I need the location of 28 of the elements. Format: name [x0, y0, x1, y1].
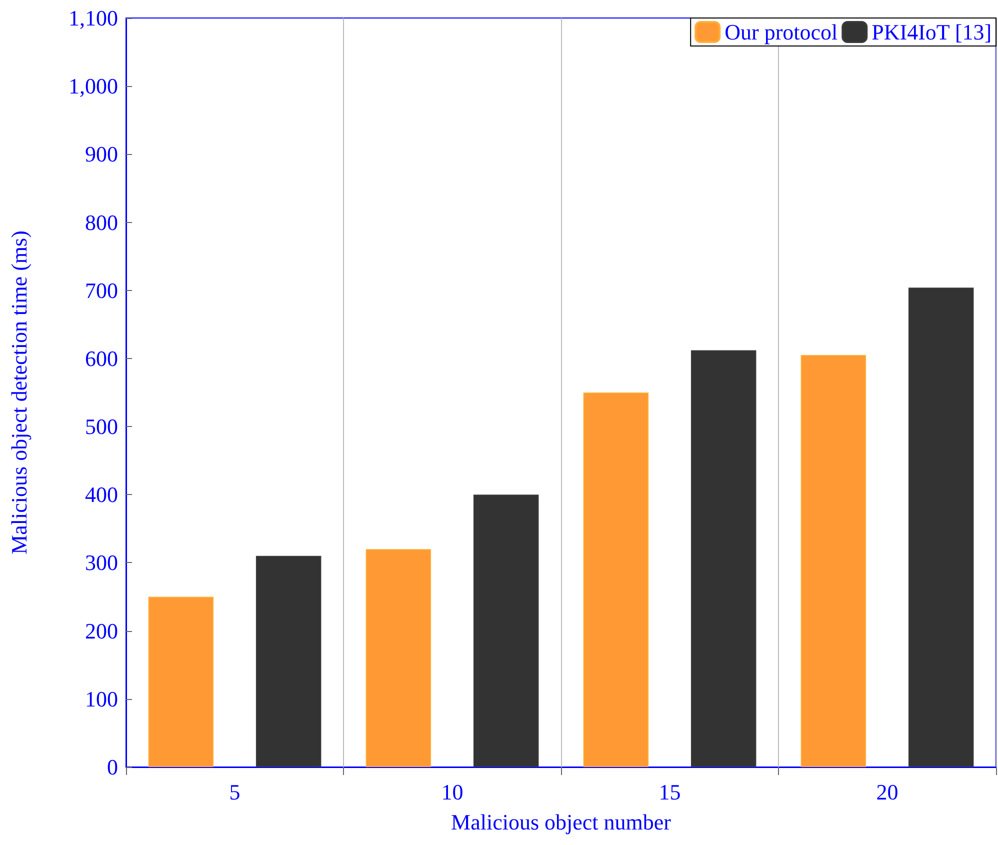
y-tick-label: 0 — [107, 754, 118, 780]
y-tick-label: 600 — [85, 346, 118, 371]
bar — [473, 494, 539, 767]
x-tick-label: 10 — [441, 780, 464, 804]
y-tick-label: 900 — [85, 142, 118, 167]
legend-label: Our protocol — [724, 20, 838, 44]
bar — [908, 288, 974, 767]
y-tick-label: 700 — [85, 278, 118, 303]
y-tick-label: 300 — [85, 550, 118, 576]
y-axis-title: Malicious object detection time (ms) — [6, 230, 32, 554]
legend-label: PKI4IoT [13] — [872, 20, 992, 44]
bar — [800, 355, 866, 767]
bar — [366, 549, 432, 767]
x-tick-label: 15 — [658, 780, 681, 804]
y-tick-label: 500 — [85, 414, 118, 440]
x-tick-label: 5 — [229, 780, 240, 804]
y-tick-label: 100 — [85, 686, 118, 712]
bar — [148, 596, 214, 767]
x-axis-title: Malicious object number — [451, 810, 672, 834]
y-tick-label: 1,000 — [68, 74, 118, 99]
bar — [583, 392, 649, 767]
bar — [256, 556, 322, 767]
y-tick-label: 1,100 — [68, 6, 118, 30]
y-tick-label: 400 — [85, 482, 118, 508]
x-tick-label: 20 — [876, 780, 898, 804]
bar — [690, 350, 756, 767]
y-tick-label: 200 — [85, 618, 118, 644]
y-tick-label: 800 — [85, 210, 118, 235]
